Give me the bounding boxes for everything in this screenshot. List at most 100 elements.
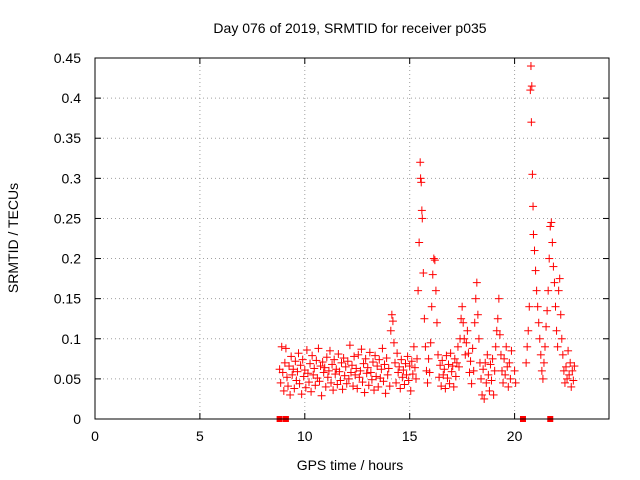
data-point (371, 351, 380, 360)
data-point (314, 344, 323, 353)
data-point (411, 374, 420, 383)
data-point (296, 361, 305, 370)
data-point (528, 170, 537, 179)
data-point (393, 349, 402, 358)
data-point (360, 388, 369, 397)
data-point (444, 360, 453, 369)
data-point (496, 350, 505, 359)
data-point (563, 374, 572, 383)
data-point (477, 374, 486, 383)
data-point (405, 362, 414, 371)
data-point (352, 364, 361, 373)
data-point (389, 338, 398, 347)
data-point (337, 358, 346, 367)
data-point (400, 380, 409, 389)
data-point (556, 310, 565, 319)
y-tick-label: 0.1 (62, 331, 82, 347)
data-point (442, 351, 451, 360)
data-point (335, 367, 344, 376)
data-point (501, 370, 510, 379)
data-point (555, 274, 564, 283)
data-point (421, 342, 430, 351)
data-point (489, 390, 498, 399)
data-point (298, 355, 307, 364)
data-point (307, 387, 316, 396)
data-point (559, 366, 568, 375)
data-point (534, 318, 543, 327)
data-point (447, 367, 456, 376)
data-point (378, 344, 387, 353)
data-point (486, 360, 495, 369)
data-point (356, 366, 365, 375)
data-point (505, 358, 514, 367)
data-point (362, 369, 371, 378)
data-point (328, 360, 337, 369)
data-point (338, 385, 347, 394)
data-point (472, 278, 481, 287)
data-point (473, 310, 482, 319)
data-point (323, 373, 332, 382)
data-point (414, 286, 423, 295)
data-point (384, 364, 393, 373)
y-tick-label: 0.15 (54, 291, 81, 307)
data-point (498, 366, 507, 375)
data-point (396, 384, 405, 393)
data-point (467, 379, 476, 388)
data-point (463, 326, 472, 335)
data-point (417, 206, 426, 215)
data-point (525, 302, 534, 311)
data-point (301, 383, 310, 392)
data-point (550, 278, 559, 287)
data-point (487, 376, 496, 385)
grid-lines (95, 58, 609, 419)
data-point (416, 158, 425, 167)
data-point (427, 302, 436, 311)
data-point (480, 394, 489, 403)
data-point (375, 355, 384, 364)
data-point (343, 357, 352, 366)
data-point (434, 350, 443, 359)
data-point (303, 369, 312, 378)
data-point (377, 365, 386, 374)
data-point (436, 361, 445, 370)
data-point (533, 302, 542, 311)
data-point (363, 363, 372, 372)
data-point (494, 294, 503, 303)
data-point (485, 386, 494, 395)
data-point (333, 380, 342, 389)
data-point (425, 368, 434, 377)
data-point (295, 379, 304, 388)
data-point (368, 358, 377, 367)
data-point (316, 362, 325, 371)
data-point (506, 374, 515, 383)
data-point (279, 386, 288, 395)
data-point (448, 362, 457, 371)
data-point (522, 358, 531, 367)
data-point (379, 377, 388, 386)
data-point (503, 362, 512, 371)
data-point (415, 238, 424, 247)
data-point (315, 377, 324, 386)
data-point (391, 358, 400, 367)
data-point (458, 302, 467, 311)
data-point (401, 359, 410, 368)
data-point (539, 358, 548, 367)
data-point (394, 368, 403, 377)
data-point (419, 268, 428, 277)
data-point (289, 365, 298, 374)
data-point (409, 342, 418, 351)
data-point (429, 254, 438, 263)
data-point (510, 366, 519, 375)
data-point (526, 62, 535, 71)
data-point (544, 286, 553, 295)
data-point (310, 364, 319, 373)
data-point (345, 341, 354, 350)
data-point (304, 378, 313, 387)
data-point (552, 326, 561, 335)
data-point (346, 368, 355, 377)
data-point (490, 366, 499, 375)
data-point (474, 334, 483, 343)
data-point (321, 382, 330, 391)
data-point (361, 354, 370, 363)
